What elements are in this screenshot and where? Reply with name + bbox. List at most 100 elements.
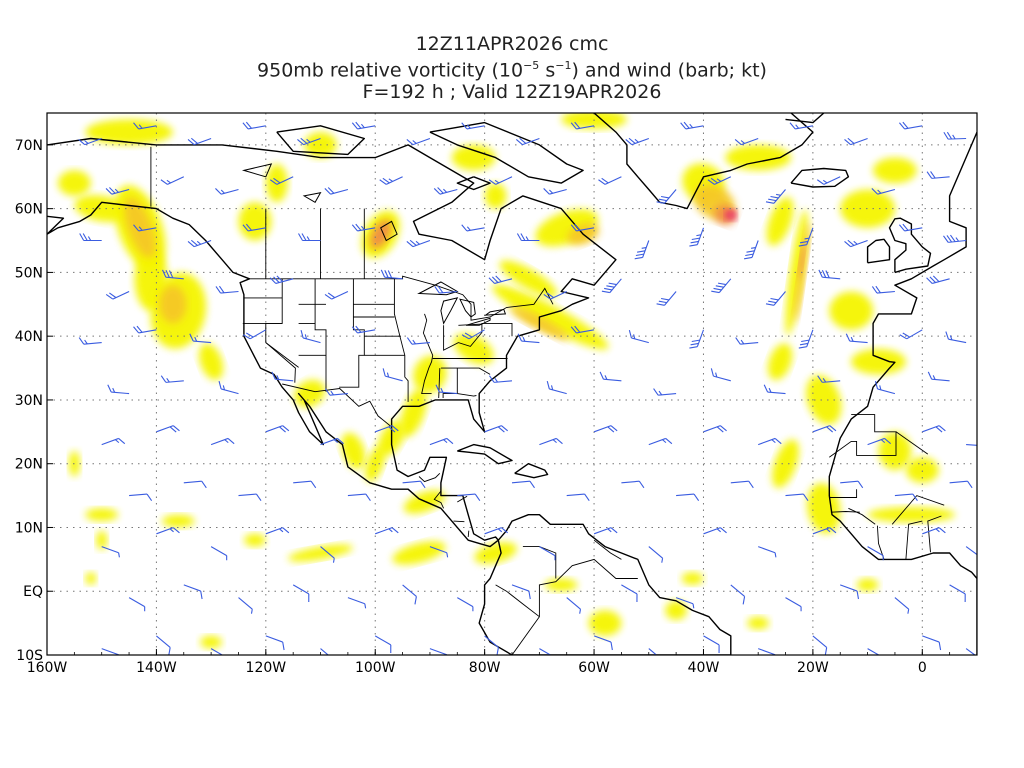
political-border — [927, 515, 942, 553]
title-field-prefix: 950mb relative vorticity (10 — [257, 59, 524, 82]
political-border — [282, 383, 391, 427]
lon-tick-label: 0 — [918, 660, 927, 676]
wind-barb — [298, 233, 321, 242]
wind-barb — [269, 275, 294, 284]
wind-barb — [351, 121, 376, 130]
wind-barb — [457, 597, 474, 612]
wind-barb — [798, 329, 814, 349]
wind-barb — [511, 584, 531, 600]
political-border — [421, 313, 434, 395]
wind-barb — [433, 187, 458, 195]
cuba-coast — [457, 443, 513, 465]
wind-barb — [488, 275, 513, 284]
wind-barb — [844, 239, 868, 248]
wind-barb — [543, 291, 567, 300]
victoria-island-coast — [276, 125, 365, 156]
political-border — [440, 367, 491, 375]
political-border — [458, 323, 482, 326]
wind-barb — [218, 381, 239, 395]
lon-tick-label: 60W — [578, 660, 610, 676]
wind-barb — [189, 333, 212, 344]
political-border — [891, 495, 945, 525]
wind-barb — [634, 240, 650, 260]
wind-barb — [461, 122, 485, 130]
wind-barb — [785, 597, 802, 612]
wind-barb — [461, 329, 485, 340]
wind-barb — [734, 137, 759, 146]
wind-barb — [210, 648, 227, 655]
lon-tick-label: 40W — [688, 660, 720, 676]
political-border — [453, 520, 465, 523]
vorticity-shading — [58, 113, 956, 649]
lake-outline — [417, 281, 459, 296]
vorticity-area — [905, 457, 939, 483]
lake-outline — [459, 298, 476, 318]
baffin-island-coast — [429, 121, 584, 184]
lake-outline — [241, 163, 273, 178]
wind-barb — [628, 330, 649, 344]
lake-outline — [302, 192, 322, 203]
vorticity-area — [74, 195, 129, 223]
wind-barb — [265, 425, 290, 433]
vorticity-area — [96, 530, 108, 550]
wind-barb — [812, 635, 828, 655]
wind-barb — [648, 437, 673, 446]
wind-barb — [156, 635, 171, 655]
plot-area — [47, 113, 977, 655]
wind-barb — [735, 337, 759, 345]
wind-barb — [758, 437, 782, 446]
vorticity-area — [265, 164, 288, 203]
political-border — [905, 520, 923, 560]
north-america-coast — [47, 137, 617, 548]
title-exp-1: −5 — [523, 59, 540, 72]
wind-barb — [711, 278, 732, 294]
wind-barb — [566, 493, 590, 501]
wind-barb — [625, 137, 649, 146]
lat-tick-label: 40N — [15, 329, 43, 345]
wind-barb — [242, 329, 267, 340]
wind-barb — [517, 333, 540, 344]
political-border — [265, 342, 299, 368]
iceland-coast — [790, 167, 850, 188]
political-border — [467, 530, 470, 538]
wind-barb — [183, 480, 207, 489]
wind-barb — [927, 371, 950, 382]
wind-barb — [943, 234, 967, 243]
wind-barb — [744, 240, 759, 260]
vorticity-area — [867, 507, 956, 523]
wind-barb — [324, 291, 349, 300]
wind-barb — [406, 137, 431, 146]
lat-tick-label: 20N — [15, 457, 43, 473]
wind-barb — [965, 648, 977, 655]
wind-barb — [922, 425, 946, 433]
wind-barb — [484, 425, 509, 433]
wind-barb — [435, 384, 458, 395]
lat-tick-label: 50N — [15, 265, 43, 281]
wind-barb — [78, 337, 102, 345]
vorticity-area — [451, 144, 496, 171]
wind-barb — [489, 375, 513, 383]
wind-barb — [375, 527, 399, 535]
wind-barb — [621, 584, 638, 602]
vorticity-area — [798, 240, 806, 279]
wind-barb — [945, 331, 967, 344]
europe-africa-coast — [828, 131, 977, 655]
wind-barb — [765, 189, 786, 204]
lake-outline — [465, 317, 491, 326]
wind-barb — [133, 224, 157, 232]
vorticity-area — [474, 542, 517, 564]
wind-barb — [382, 368, 403, 382]
wind-barb — [161, 269, 184, 280]
wind-barb — [656, 189, 677, 204]
wind-barb — [758, 546, 777, 558]
vorticity-area — [851, 348, 906, 375]
wind-barb — [515, 137, 540, 146]
wind-barb — [101, 437, 126, 446]
wind-barb — [730, 480, 754, 489]
wind-barb — [461, 224, 485, 232]
wind-barb — [785, 493, 809, 501]
wind-barb — [297, 137, 321, 146]
wind-barb — [966, 444, 977, 447]
lon-tick-label: 80W — [469, 660, 501, 676]
wind-barb — [898, 223, 923, 232]
